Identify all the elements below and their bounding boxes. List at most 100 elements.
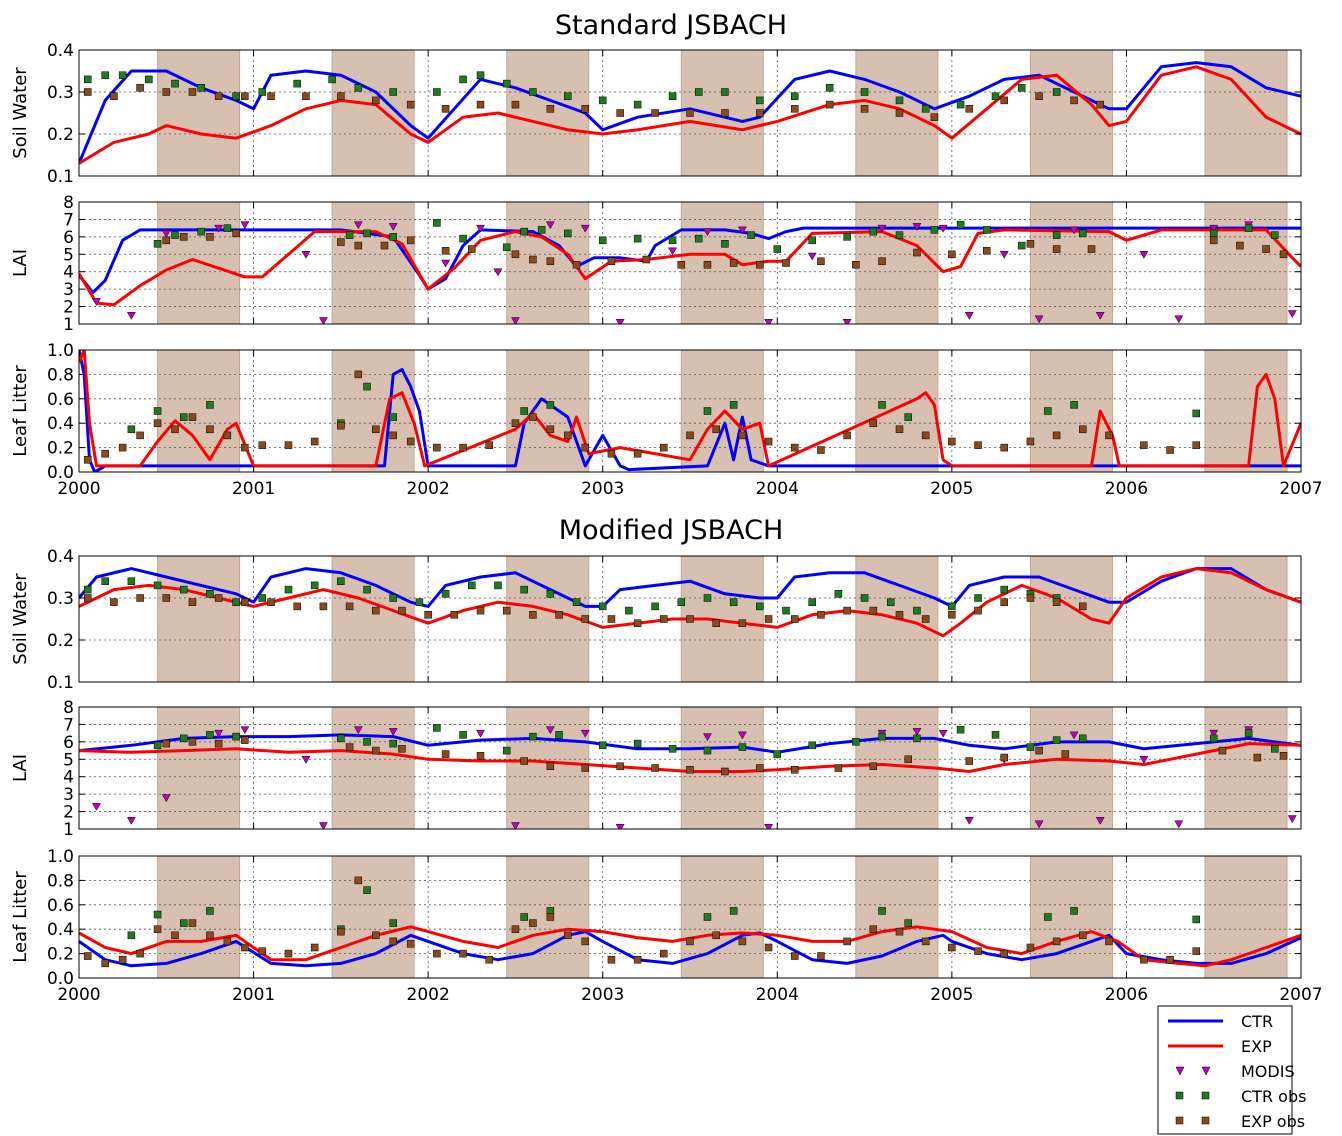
point-exp-obs [712, 931, 720, 940]
point-exp-obs [223, 431, 232, 440]
point-modis [126, 312, 136, 320]
point-ctr-obs [703, 913, 712, 921]
point-ctr-obs [633, 739, 642, 748]
point-modis [92, 803, 101, 811]
point-exp-obs [686, 431, 694, 440]
point-ctr-obs [878, 907, 886, 915]
point-ctr-obs [991, 731, 1000, 739]
point-exp-obs [555, 611, 563, 619]
season-band [331, 49, 415, 177]
point-exp-obs [162, 236, 171, 245]
point-ctr-obs [1044, 407, 1052, 415]
legend-label-exp-obs: EXP obs [1241, 1112, 1305, 1131]
point-ctr-obs [363, 382, 371, 391]
point-ctr-obs [206, 907, 214, 915]
point-ctr-obs [1079, 229, 1087, 238]
point-modis [161, 230, 171, 238]
series-group [79, 219, 1301, 324]
point-exp-obs [764, 437, 773, 446]
point-exp-obs [607, 257, 616, 266]
point-exp-obs [136, 431, 144, 440]
panel-frame [78, 349, 1302, 473]
point-exp-obs [869, 606, 878, 615]
y-tick-label: 4 [63, 768, 74, 788]
point-exp-obs [319, 602, 328, 611]
point-ctr-obs [703, 594, 712, 602]
point-ctr-obs [520, 585, 528, 594]
point-ctr-obs [1070, 401, 1078, 409]
y-tick-label: 3 [63, 785, 74, 805]
point-modis [545, 221, 555, 230]
point-modis [1069, 731, 1079, 740]
point-ctr-obs [206, 590, 214, 598]
point-modis [964, 817, 974, 825]
point-ctr-obs [633, 234, 642, 243]
point-exp-obs [686, 109, 694, 117]
point-exp-obs [1000, 949, 1008, 958]
point-exp-obs [921, 431, 930, 440]
point-exp-obs [1140, 441, 1148, 449]
point-modis [1287, 310, 1297, 319]
point-modis [1139, 756, 1149, 764]
point-ctr-obs [921, 105, 930, 113]
point-ctr-obs [930, 226, 939, 234]
y-tick-label: 0.4 [47, 547, 74, 567]
point-exp-obs [206, 931, 214, 940]
point-exp-obs [310, 943, 319, 952]
point-ctr-obs [747, 231, 755, 239]
point-exp-obs [1166, 446, 1174, 454]
point-exp-obs [983, 247, 991, 255]
point-exp-obs [284, 441, 293, 449]
point-ctr-obs [555, 731, 563, 739]
point-ctr-obs [729, 401, 738, 409]
season-band [680, 855, 764, 979]
point-ctr-obs [389, 739, 397, 748]
point-ctr-obs [145, 75, 153, 84]
point-ctr-obs [206, 401, 214, 409]
point-exp-obs [1140, 955, 1148, 964]
point-exp-obs [520, 757, 528, 765]
point-exp-obs [790, 765, 799, 774]
y-tick-label: 3 [63, 280, 74, 300]
point-exp-obs [162, 88, 171, 96]
point-ctr-obs [668, 745, 677, 753]
point-ctr-obs [153, 407, 162, 415]
point-exp-obs [354, 370, 363, 379]
point-exp-obs [424, 611, 432, 619]
point-exp-obs [974, 606, 982, 615]
point-ctr-obs [459, 234, 467, 243]
point-exp-obs [1026, 943, 1035, 952]
y-tick-label: 6 [63, 733, 74, 753]
season-band [1029, 201, 1113, 325]
point-modis [476, 224, 485, 233]
point-modis [388, 728, 398, 736]
point-ctr-obs [153, 240, 162, 248]
point-ctr-obs [363, 886, 371, 894]
point-ctr-obs [878, 401, 886, 409]
point-exp-obs [372, 425, 380, 434]
point-exp-obs [790, 952, 799, 960]
series-group [79, 567, 1301, 638]
point-exp-obs [476, 606, 485, 615]
point-exp-obs [660, 615, 668, 623]
point-exp-obs [337, 92, 345, 100]
point-ctr-obs [956, 220, 965, 229]
point-exp-obs [267, 598, 275, 606]
point-exp-obs [241, 92, 249, 100]
point-exp-obs [607, 449, 616, 458]
point-exp-obs [895, 611, 904, 619]
point-ctr-obs [564, 229, 572, 238]
point-ctr-obs [913, 606, 921, 615]
point-ctr-obs [293, 79, 301, 88]
point-modis [1287, 815, 1297, 824]
point-exp-obs [965, 757, 974, 765]
season-band [331, 855, 415, 979]
point-ctr-obs [598, 741, 607, 750]
point-ctr-obs [258, 88, 267, 96]
point-exp-obs [790, 615, 799, 623]
point-exp-obs [817, 446, 825, 454]
point-exp-obs [354, 241, 363, 250]
season-band [331, 706, 415, 830]
